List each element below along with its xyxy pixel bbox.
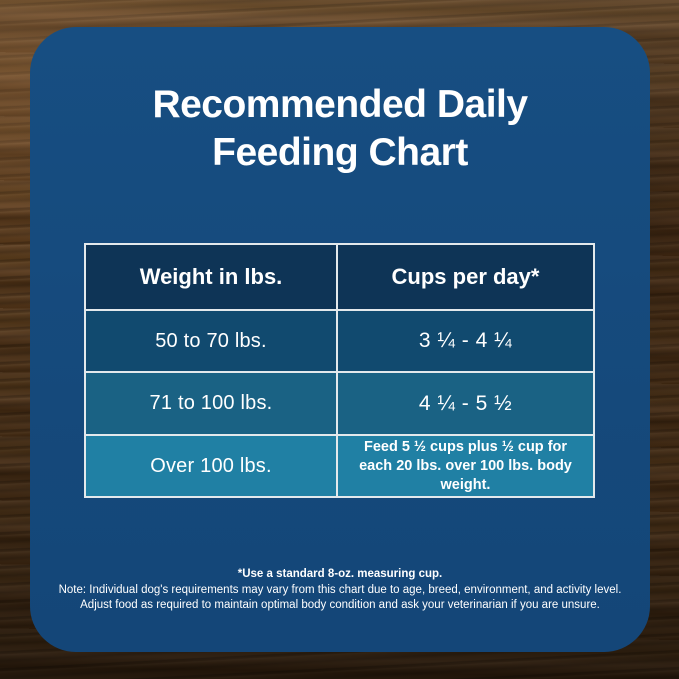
- cups-cell-row3: Feed 5 ½ cups plus ½ cup for each 20 lbs…: [338, 436, 593, 496]
- note-variance: Note: Individual dog's requirements may …: [58, 583, 622, 596]
- weight-cell-row1: 50 to 70 lbs.: [86, 311, 336, 371]
- header-cell-weight: Weight in lbs.: [86, 245, 336, 309]
- cups-cell-row1: 3 ¼ - 4 ¼: [338, 311, 593, 371]
- footnotes: *Use a standard 8-oz. measuring cup. Not…: [44, 567, 636, 614]
- title-line-1: Recommended Daily: [152, 83, 528, 126]
- note-adjust: Adjust food as required to maintain opti…: [80, 599, 600, 611]
- cups-cell-row2: 4 ¼ - 5 ½: [338, 373, 593, 434]
- title-line-2: Feeding Chart: [212, 131, 468, 174]
- header-cell-cups: Cups per day*: [338, 245, 593, 309]
- feeding-card: Recommended Daily Feeding Chart Weight i…: [30, 27, 650, 652]
- weight-cell-row3: Over 100 lbs.: [86, 436, 336, 496]
- page-title: Recommended Daily Feeding Chart: [30, 81, 650, 177]
- feeding-table: Weight in lbs. Cups per day* 50 to 70 lb…: [84, 243, 595, 498]
- weight-cell-row2: 71 to 100 lbs.: [86, 373, 336, 434]
- note-measuring-cup: *Use a standard 8-oz. measuring cup.: [237, 568, 443, 580]
